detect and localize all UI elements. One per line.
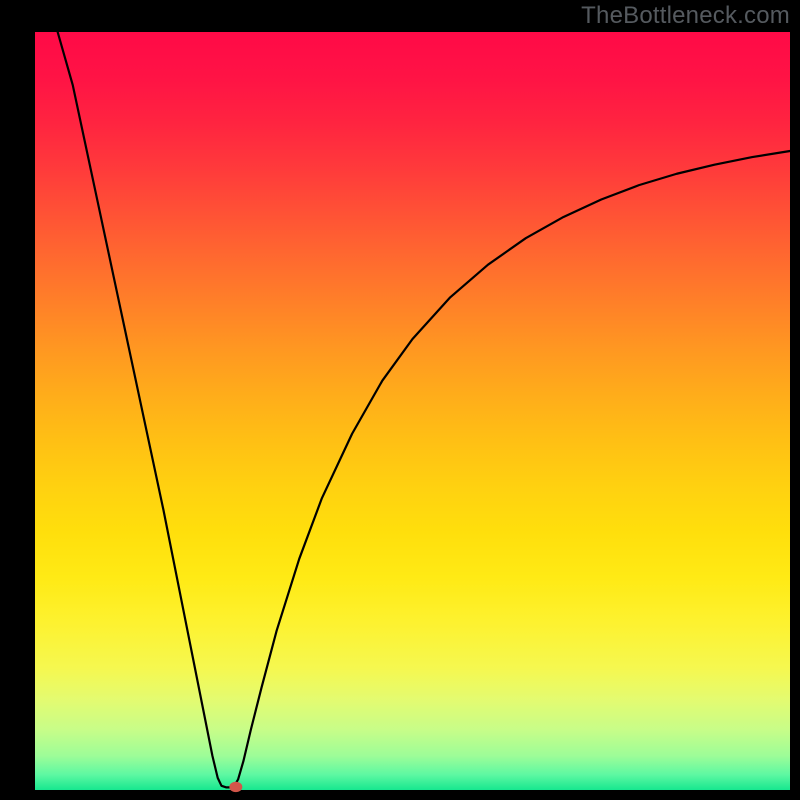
optimal-point-marker: [229, 782, 242, 792]
watermark-text: TheBottleneck.com: [581, 2, 790, 30]
plot-background: [35, 32, 790, 790]
chart-container: { "watermark": "TheBottleneck.com", "cha…: [0, 0, 800, 800]
bottleneck-curve-chart: [0, 0, 800, 800]
